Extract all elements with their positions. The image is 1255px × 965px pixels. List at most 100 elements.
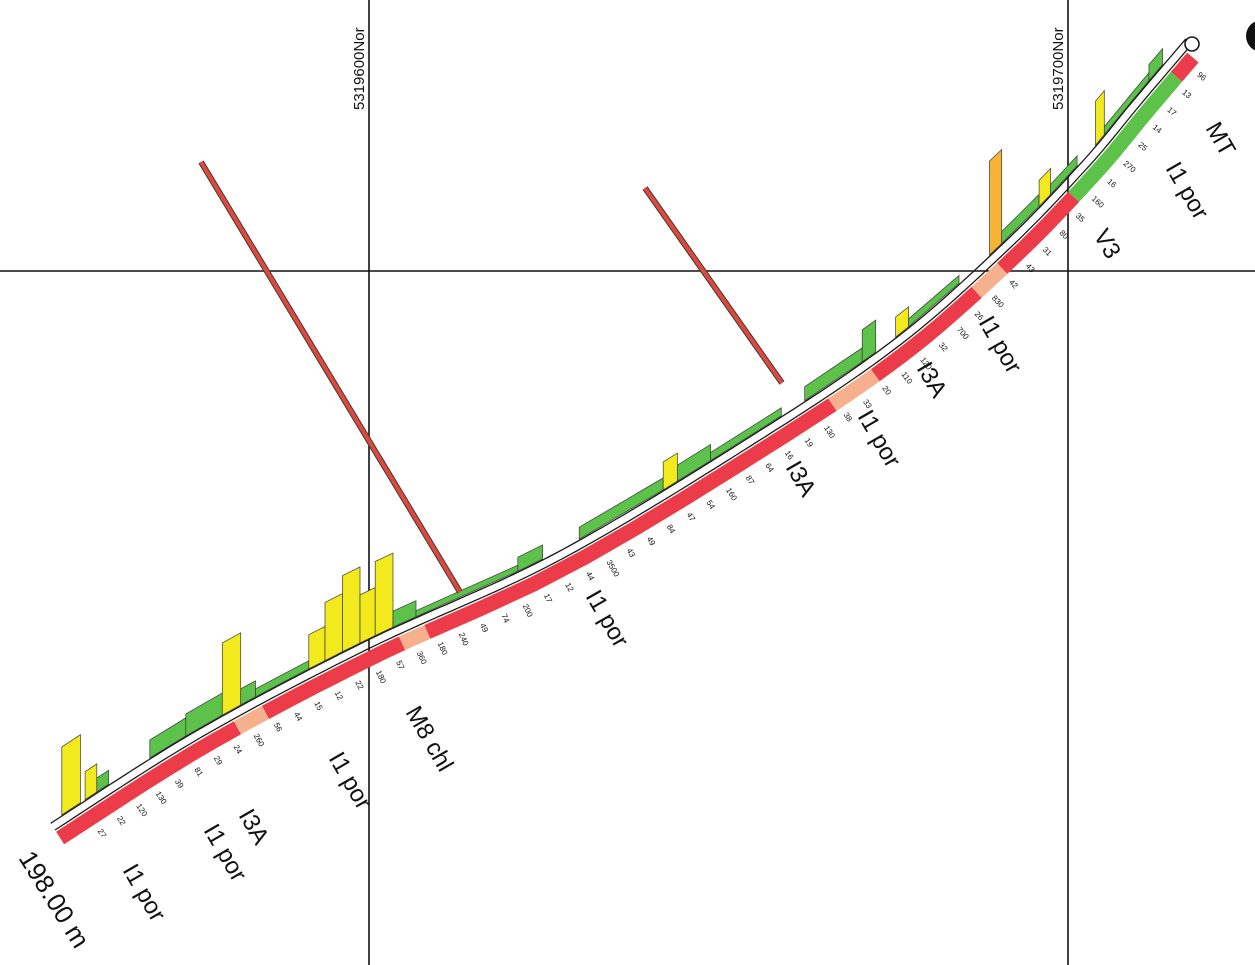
assay-value-label: 200	[521, 603, 535, 619]
lithology-interval	[233, 705, 270, 735]
assay-histogram-bar	[324, 593, 343, 662]
intercept-line	[199, 160, 462, 594]
assay-value-label: 49	[478, 622, 490, 634]
assay-histogram-bar	[908, 274, 960, 328]
hole-trace-line-1	[54, 43, 1193, 831]
assay-value-label: 16	[1105, 177, 1118, 190]
assay-value-label: 84	[665, 523, 678, 536]
lithology-label: I1 por	[580, 586, 634, 653]
assay-value-label: 22	[115, 815, 128, 828]
collar-marker	[1184, 36, 1200, 52]
intercept-line	[643, 186, 784, 385]
lithology-interval	[1068, 71, 1183, 202]
assay-value-label: 20	[880, 384, 893, 397]
lithology-label: I1 por	[852, 406, 906, 473]
drillhole-trace	[50, 38, 1193, 831]
assay-histogram-bar	[710, 407, 782, 462]
assay-value-label: 13	[1180, 88, 1193, 101]
assay-histogram-bar	[1148, 47, 1163, 82]
corner-mark	[1246, 21, 1255, 51]
assay-value-label: 3500	[604, 558, 621, 578]
assay-value-label: 43	[1024, 262, 1037, 275]
assay-histogram-bar	[240, 680, 256, 706]
assay-value-label: 42	[1007, 278, 1020, 291]
lithology-label: M8 chl	[400, 702, 459, 777]
assay-histogram-bar	[359, 586, 376, 644]
lithology-intervals	[56, 52, 1199, 845]
assay-value-label: 35	[1074, 211, 1087, 224]
assay-value-label: 87	[744, 474, 757, 487]
assay-value-label: 44	[584, 570, 596, 583]
lithology-interval	[971, 263, 1008, 298]
assay-histogram-bar	[221, 632, 242, 716]
assay-value-label: 12	[333, 689, 345, 702]
assay-histogram-bar	[342, 566, 361, 653]
assay-value-label: 74	[499, 612, 511, 624]
end-of-hole-depth: 198.00 m	[13, 845, 96, 953]
assay-value-label: 56	[272, 721, 284, 734]
assay-histograms	[61, 47, 1163, 816]
assay-value-label: 270	[1121, 159, 1137, 175]
assay-value-label: 64	[763, 461, 776, 474]
assay-histogram-bar	[677, 443, 711, 482]
assay-histogram-bar	[1095, 89, 1105, 147]
assay-histogram-bar	[861, 319, 877, 363]
assay-value-label: 130	[154, 790, 169, 807]
grid-label-5319700: 5319700Nor	[1050, 27, 1067, 110]
assay-value-label: 27	[96, 827, 109, 840]
assay-histogram-bar	[374, 552, 394, 637]
lithology-interval	[870, 286, 982, 382]
assay-value-label: 47	[685, 511, 698, 524]
assay-histogram-bar	[61, 734, 81, 816]
assay-value-label: 130	[822, 424, 837, 441]
lithology-label: V3	[1088, 225, 1126, 264]
lithology-interval	[1170, 52, 1199, 82]
assay-histogram-bar	[662, 452, 678, 491]
assay-value-label: 43	[625, 547, 638, 560]
assay-value-label: 700	[955, 325, 971, 341]
lithology-label: I1 por	[117, 860, 171, 927]
lithology-label: I3A	[911, 358, 952, 403]
assay-value-label: 22	[353, 679, 365, 691]
assay-value-label: 12	[563, 581, 575, 594]
assay-value-label: 96	[1195, 70, 1208, 83]
assay-value-label: 49	[645, 535, 658, 548]
lithology-label: I3A	[780, 457, 821, 502]
assay-histogram-bar	[84, 763, 98, 801]
assay-value-label: 17	[1165, 105, 1178, 118]
assay-value-label: 44	[292, 711, 304, 724]
assay-value-label: 19	[803, 437, 816, 450]
assay-value-label: 830	[990, 294, 1006, 310]
assay-value-label: 57	[394, 659, 406, 671]
assay-value-label: 16	[783, 449, 796, 462]
assay-value-label: 14	[1151, 123, 1164, 136]
lithology-label: I1 por	[973, 312, 1027, 379]
assay-value-label: 260	[252, 732, 267, 749]
assay-value-label: 29	[212, 754, 225, 767]
intercept-lines	[198, 160, 785, 594]
assay-histogram-bar	[517, 544, 543, 572]
assay-histogram-bar	[895, 306, 909, 338]
hole-trace-line-2	[50, 38, 1187, 824]
assay-value-label: 160	[1090, 194, 1106, 210]
assay-value-label: 17	[542, 592, 554, 604]
grid-label-5319600: 5319600Nor	[351, 27, 368, 110]
assay-value-label: 81	[192, 766, 205, 779]
assay-value-label: 180	[436, 640, 450, 656]
lithology-label: I3A	[233, 805, 274, 850]
assay-value-label: 160	[724, 486, 739, 503]
assay-value-label: 180	[374, 669, 388, 685]
assay-value-label: 15	[312, 700, 324, 713]
lithology-interval	[828, 369, 880, 411]
assay-value-label: 240	[457, 631, 471, 647]
lithology-label: MT	[1200, 118, 1241, 162]
assay-histogram-bar	[989, 148, 1003, 256]
assay-value-label: 39	[173, 778, 186, 791]
assay-histogram-bar	[96, 769, 109, 793]
assay-histogram-bar	[1050, 154, 1078, 196]
lithology-label: I1 por	[1160, 158, 1214, 225]
assay-value-label: 32	[937, 341, 950, 354]
assay-histogram-bar	[185, 692, 223, 737]
lithology-interval	[56, 721, 242, 845]
